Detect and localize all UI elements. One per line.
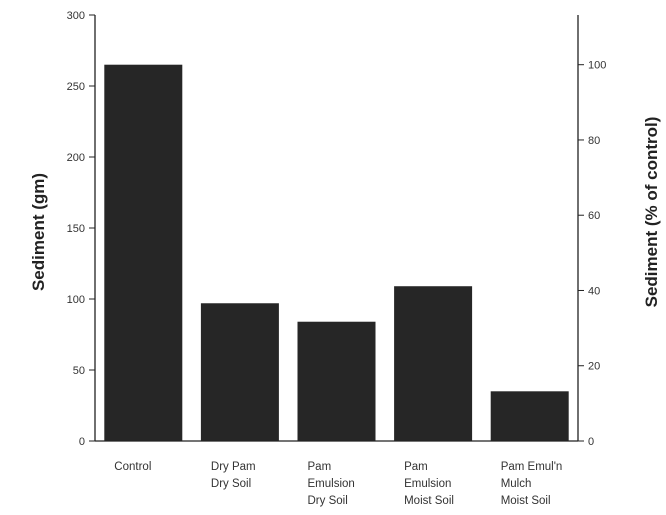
category-label: Pam Emul'n Mulch Moist Soil — [501, 461, 563, 507]
left-tick-label: 300 — [67, 10, 85, 22]
right-tick-label: 100 — [588, 60, 606, 72]
category-label-line: Emulsion — [308, 478, 355, 490]
right-tick-label: 40 — [588, 285, 600, 297]
left-tick-label: 200 — [67, 152, 85, 164]
category-label-line: Moist Soil — [404, 495, 454, 507]
category-label-line: Mulch — [501, 478, 532, 490]
left-y-axis: 0 50 100 150 200 250 300 — [67, 10, 96, 448]
right-tick-label: 20 — [588, 361, 600, 373]
category-label: Pam Emulsion Dry Soil — [308, 461, 355, 507]
left-tick-label: 250 — [67, 81, 85, 93]
right-axis-title: Sediment (% of control) — [642, 117, 661, 308]
category-label-line: Emulsion — [404, 478, 451, 490]
bar-3 — [297, 321, 376, 441]
category-label-line: Pam — [404, 461, 428, 473]
right-tick-label: 0 — [588, 436, 594, 448]
category-label-line: Pam — [308, 461, 332, 473]
category-label: Dry Pam Dry Soil — [211, 461, 256, 490]
bar-1 — [104, 64, 183, 441]
category-label-line: Dry Soil — [211, 478, 251, 490]
x-axis: Control Dry Pam Dry Soil Pam Emulsion Dry Soi… — [95, 440, 578, 507]
category-label-line: Control — [114, 461, 151, 473]
bars-group — [104, 64, 569, 441]
right-tick-label: 80 — [588, 135, 600, 147]
category-label: Control — [114, 461, 151, 473]
category-label-line: Dry Soil — [308, 495, 348, 507]
category-label: Pam Emulsion Moist Soil — [404, 461, 454, 507]
category-label-line: Dry Pam — [211, 461, 256, 473]
left-tick-label: 50 — [73, 365, 85, 377]
bar-5 — [490, 391, 569, 441]
category-label-line: Pam Emul'n — [501, 461, 563, 473]
left-tick-label: 150 — [67, 223, 85, 235]
category-label-line: Moist Soil — [501, 495, 551, 507]
bar-2 — [200, 303, 279, 441]
left-axis-title: Sediment (gm) — [29, 173, 48, 291]
left-tick-label: 0 — [79, 436, 85, 448]
left-tick-label: 100 — [67, 294, 85, 306]
bar-4 — [394, 286, 473, 441]
right-tick-label: 60 — [588, 210, 600, 222]
right-y-axis: 0 20 40 60 80 100 — [577, 15, 606, 448]
